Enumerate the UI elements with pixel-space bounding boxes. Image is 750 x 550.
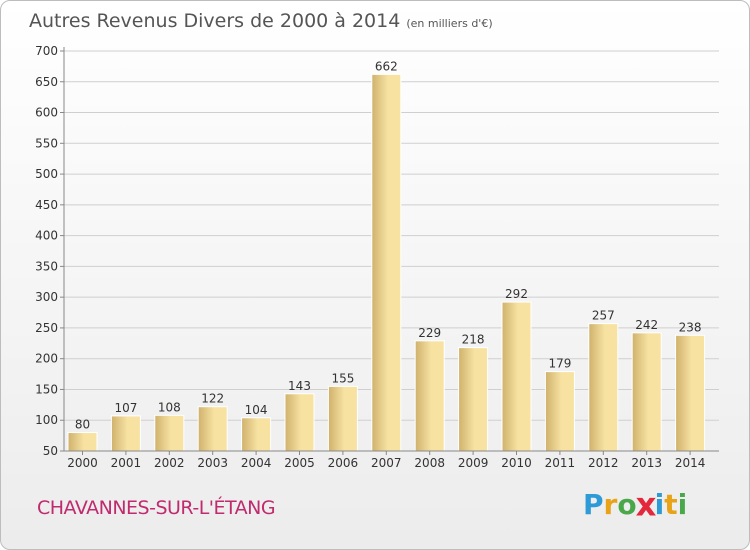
y-tick-label: 700 — [35, 44, 58, 58]
bar-2009 — [458, 347, 489, 452]
y-tick-label: 500 — [35, 167, 58, 181]
bar-2006 — [327, 385, 358, 452]
y-tick-label: 350 — [35, 259, 58, 273]
value-label-2011: 179 — [548, 357, 571, 371]
y-tick-label: 100 — [35, 413, 58, 427]
x-tick-label-2013: 2013 — [631, 456, 662, 470]
value-label-2013: 242 — [635, 318, 658, 332]
x-tick-label-2000: 2000 — [67, 456, 98, 470]
commune-name: CHAVANNES-SUR-L'ÉTANG — [37, 497, 276, 519]
proxiti-logo: Proxiti — [583, 485, 688, 524]
value-label-2009: 218 — [462, 333, 485, 347]
y-tick-label: 600 — [35, 106, 58, 120]
bar-2005 — [284, 393, 315, 452]
bar-2008 — [414, 340, 445, 452]
y-tick-label: 550 — [35, 136, 58, 150]
chart-title: Autres Revenus Divers de 2000 à 2014 (en … — [29, 10, 493, 32]
bar-2003 — [197, 406, 228, 452]
value-label-2012: 257 — [592, 309, 615, 323]
x-tick-label-2002: 2002 — [154, 456, 185, 470]
x-tick-label-2011: 2011 — [545, 456, 576, 470]
x-tick-label-2006: 2006 — [328, 456, 359, 470]
bar-2012 — [588, 323, 619, 452]
value-label-2000: 80 — [75, 418, 90, 432]
value-label-2003: 122 — [201, 392, 224, 406]
y-tick-label: 650 — [35, 75, 58, 89]
x-tick-label-2009: 2009 — [458, 456, 489, 470]
logo-letter: o — [617, 488, 637, 521]
x-tick-label-2012: 2012 — [588, 456, 619, 470]
value-label-2001: 107 — [114, 401, 137, 415]
bar-2007 — [371, 73, 402, 452]
axes: 50 100 150 200 250 300 350 400 450 500 550 600 650 70… — [35, 44, 719, 470]
x-tick-label-2003: 2003 — [197, 456, 228, 470]
y-tick-label: 150 — [35, 382, 58, 396]
logo-letter: x — [635, 485, 657, 524]
y-tick-label: 50 — [43, 444, 58, 458]
value-label-2014: 238 — [679, 320, 702, 334]
bar-2010 — [501, 301, 532, 452]
title-text: Autres Revenus Divers de 2000 à 2014 — [29, 10, 401, 32]
x-tick-label-2005: 2005 — [284, 456, 315, 470]
bar-2004 — [241, 417, 272, 452]
bar-2013 — [631, 332, 662, 452]
value-label-2007: 662 — [375, 59, 398, 73]
y-tick-label: 200 — [35, 352, 58, 366]
x-tick-label-2010: 2010 — [501, 456, 532, 470]
logo-letter: P — [583, 488, 604, 521]
x-tick-label-2004: 2004 — [241, 456, 272, 470]
logo-letter: i — [654, 488, 665, 521]
y-tick-label: 400 — [35, 229, 58, 243]
value-label-2005: 143 — [288, 379, 311, 393]
bars: 80 107 108 122 104 143 155 662 229 218 292 179 257 24… — [67, 59, 706, 452]
x-tick-label-2014: 2014 — [675, 456, 706, 470]
y-tick-label: 250 — [35, 321, 58, 335]
x-tick-label-2001: 2001 — [111, 456, 142, 470]
x-tick-label-2007: 2007 — [371, 456, 402, 470]
value-label-2002: 108 — [158, 400, 181, 414]
bar-2000 — [67, 432, 98, 452]
value-label-2010: 292 — [505, 287, 528, 301]
logo-letter: t — [664, 488, 678, 521]
bar-2001 — [110, 415, 141, 452]
bar-2014 — [675, 334, 706, 452]
value-label-2006: 155 — [331, 371, 354, 385]
value-label-2008: 229 — [418, 326, 441, 340]
bar-2011 — [544, 371, 575, 452]
chart-subtitle: (en milliers d'€) — [406, 17, 493, 30]
value-label-2004: 104 — [245, 403, 268, 417]
logo-letter: r — [603, 488, 618, 521]
y-tick-label: 300 — [35, 290, 58, 304]
bar-2002 — [154, 414, 185, 452]
x-tick-label-2008: 2008 — [414, 456, 445, 470]
y-tick-label: 450 — [35, 198, 58, 212]
logo-letter: i — [677, 488, 688, 521]
